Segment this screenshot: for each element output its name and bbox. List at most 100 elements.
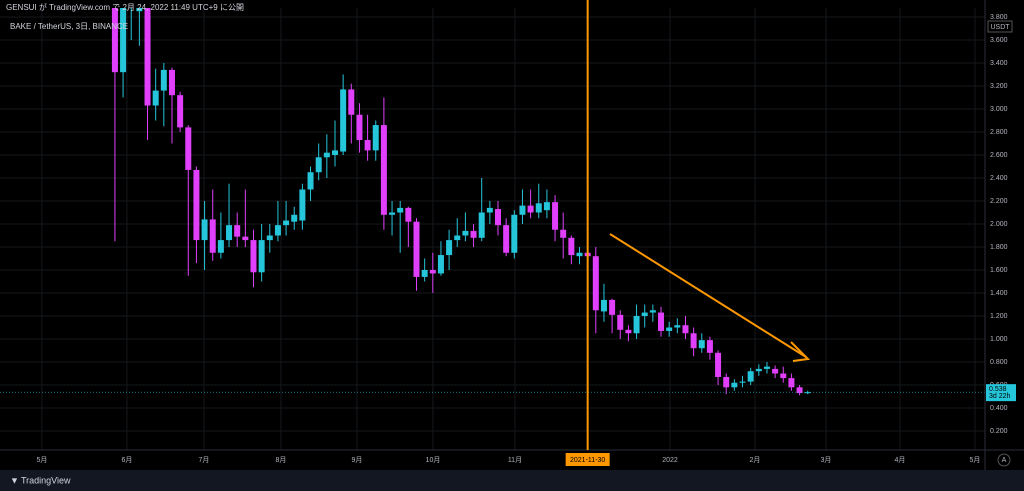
y-tick-label: 3.000 xyxy=(990,106,1008,113)
y-tick-label: 0.200 xyxy=(990,428,1008,435)
candle-body xyxy=(739,381,746,383)
candle-body xyxy=(715,352,722,377)
candle-body xyxy=(633,316,640,334)
candle-body xyxy=(429,270,436,274)
countdown-label: 3d 22h xyxy=(989,393,1011,400)
candle-body xyxy=(299,189,306,221)
candle-body xyxy=(185,127,192,170)
candle-body xyxy=(560,229,567,238)
candle-body xyxy=(592,256,599,311)
candle-body xyxy=(168,69,175,96)
y-tick-label: 2.400 xyxy=(990,175,1008,182)
candle-body xyxy=(731,382,738,388)
unit-label: USDT xyxy=(990,24,1010,31)
candle-body xyxy=(209,219,216,253)
candle-body xyxy=(747,371,754,382)
candle-body xyxy=(674,325,681,328)
candle-body xyxy=(120,8,127,73)
candle-body xyxy=(462,230,469,236)
candle-body xyxy=(226,225,233,241)
candle-body xyxy=(600,299,607,312)
symbol-title: BAKE / TetherUS, 3日, BINANCE xyxy=(10,22,128,31)
candle-body xyxy=(535,203,542,213)
candle-body xyxy=(177,95,184,128)
candle-body xyxy=(315,157,322,173)
candle-body xyxy=(364,140,371,151)
plot-area xyxy=(0,8,985,396)
y-tick-label: 2.000 xyxy=(990,221,1008,228)
footer-brand: TradingView xyxy=(21,475,71,485)
candle-body xyxy=(372,125,379,151)
candle-body xyxy=(511,214,518,253)
crosshair-label: 2021-11-30 xyxy=(570,457,605,464)
candle-body xyxy=(152,90,159,106)
candle-body xyxy=(552,202,559,230)
x-tick-label: 5月 xyxy=(36,456,47,464)
candle-body xyxy=(217,240,224,253)
last-price-label: 0.538 xyxy=(989,386,1007,393)
trend-arrow-head xyxy=(790,341,811,362)
candle-body xyxy=(405,207,412,222)
unit-box xyxy=(987,20,1013,33)
candle-body xyxy=(454,235,461,241)
y-tick-label: 1.200 xyxy=(990,313,1008,320)
x-tick-label: 5月 xyxy=(970,456,981,464)
candle-body xyxy=(323,152,330,158)
auto-button-label[interactable]: A xyxy=(1002,457,1007,464)
trend-arrow xyxy=(609,233,807,358)
y-tick-label: 1.800 xyxy=(990,244,1008,251)
candle-body xyxy=(609,299,616,315)
candle-body xyxy=(658,312,665,331)
candle-body xyxy=(234,225,241,237)
candle-body xyxy=(617,314,624,330)
candle-body xyxy=(193,169,200,241)
x-tick-label: 4月 xyxy=(895,456,906,464)
candle-body xyxy=(780,373,787,379)
candle-body xyxy=(250,240,257,273)
x-tick-label: 8月 xyxy=(275,456,286,464)
x-tick-label: 7月 xyxy=(198,456,209,464)
candle-body xyxy=(755,368,762,372)
candle-body xyxy=(446,240,453,256)
auto-button[interactable] xyxy=(997,453,1011,467)
candle-body xyxy=(331,150,338,155)
candle-body xyxy=(641,312,648,317)
publish-header: GENSUI が TradingView.com で 2月 24, 2022 1… xyxy=(6,2,244,12)
candle-body xyxy=(421,270,428,277)
candle-body xyxy=(568,237,575,256)
candle-body xyxy=(340,89,347,152)
last-price-box xyxy=(986,384,1016,402)
y-tick-label: 3.800 xyxy=(990,14,1008,21)
candle-body xyxy=(201,219,208,241)
candle-body xyxy=(804,392,811,394)
candle-body xyxy=(723,376,730,388)
y-tick-label: 1.000 xyxy=(990,336,1008,343)
x-tick-label: 6月 xyxy=(121,456,132,464)
candle-body xyxy=(649,310,656,313)
y-tick-label: 3.200 xyxy=(990,83,1008,90)
y-tick-label: 2.200 xyxy=(990,198,1008,205)
x-tick-label: 9月 xyxy=(351,456,362,464)
candle-body xyxy=(266,235,273,241)
candle-body xyxy=(796,387,803,394)
candle-body xyxy=(527,205,534,213)
candle-body xyxy=(543,202,550,211)
candle-body xyxy=(397,207,404,213)
candle-body xyxy=(486,207,493,213)
y-tick-label: 1.400 xyxy=(990,290,1008,297)
grid xyxy=(0,8,985,450)
candle-body xyxy=(111,8,118,73)
candle-body xyxy=(307,172,314,190)
candle-body xyxy=(706,340,713,353)
candle-body xyxy=(437,255,444,274)
candle-body xyxy=(389,212,396,215)
y-tick-label: 0.800 xyxy=(990,359,1008,366)
candle-body xyxy=(356,114,363,141)
candle-body xyxy=(242,236,249,241)
candle-body xyxy=(682,325,689,334)
x-tick-label: 11月 xyxy=(508,456,522,464)
candle-body xyxy=(576,252,583,257)
candle-body xyxy=(291,214,298,222)
candle-body xyxy=(495,209,502,226)
